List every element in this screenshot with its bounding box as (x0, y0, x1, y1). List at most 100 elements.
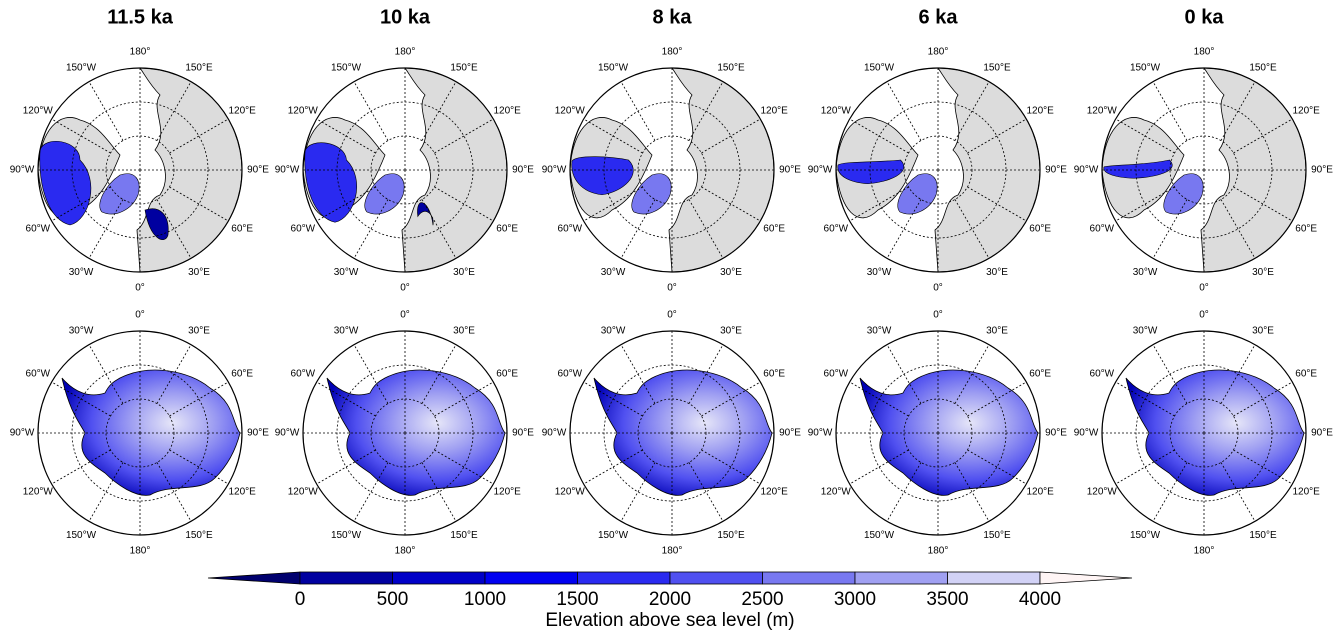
longitude-label: 120°E (1293, 487, 1321, 498)
meridian (701, 381, 761, 417)
longitude-label: 150°W (864, 530, 895, 541)
meridian (421, 81, 457, 141)
longitude-label: 60°E (496, 224, 518, 235)
longitude-label: 150°W (1130, 62, 1161, 73)
meridian (688, 462, 724, 522)
longitude-label: 60°W (26, 369, 51, 380)
longitude-label: 90°E (247, 428, 269, 439)
longitude-label: 120°E (1027, 106, 1055, 117)
map-border (1101, 67, 1307, 273)
longitude-label: 60°E (1295, 224, 1317, 235)
meridian (849, 381, 909, 417)
longitude-label: 150°E (717, 62, 745, 73)
meridian (701, 449, 761, 485)
ice-sheet (304, 142, 357, 223)
meridian (886, 199, 922, 259)
longitude-label: 30°E (720, 267, 742, 278)
longitude-label: 0° (135, 283, 145, 294)
longitude-label: 60°W (558, 224, 583, 235)
meridian (434, 186, 494, 222)
meridian (886, 462, 922, 522)
meridian (51, 186, 111, 222)
longitude-label: 90°W (1074, 428, 1099, 439)
longitude-label: 60°W (291, 369, 316, 380)
meridian (1152, 462, 1188, 522)
panel-title: 10 ka (380, 6, 431, 28)
meridian (583, 118, 643, 154)
meridian (1220, 344, 1256, 404)
longitude-label: 120°W (1087, 106, 1118, 117)
colorbar-box (299, 571, 393, 585)
colorbar-tick-label: 1000 (464, 589, 506, 610)
longitude-label: 30°W (867, 325, 892, 336)
longitude-label: 30°W (601, 325, 626, 336)
longitude-label: 120°E (229, 487, 257, 498)
longitude-label: 150°E (1249, 530, 1277, 541)
longitude-label: 150°W (598, 530, 629, 541)
meridian (51, 381, 111, 417)
meridian (583, 449, 643, 485)
meridian (1220, 199, 1256, 259)
longitude-label: 90°E (1045, 165, 1067, 176)
ice-sheet (417, 202, 434, 226)
colorbar-label: Elevation above sea level (m) (545, 610, 794, 631)
meridian (954, 199, 990, 259)
meridian (156, 81, 192, 141)
meridian (849, 449, 909, 485)
meridian (421, 344, 457, 404)
longitude-label: 0° (1199, 283, 1209, 294)
longitude-label: 90°E (1045, 428, 1067, 439)
ice-sheet (837, 159, 905, 185)
meridian (353, 344, 389, 404)
meridian (688, 81, 724, 141)
longitude-label: 30°E (1252, 325, 1274, 336)
meridian (316, 118, 376, 154)
longitude-label: 150°W (598, 62, 629, 73)
longitude-label: 60°E (1029, 224, 1051, 235)
longitude-label: 90°E (1311, 428, 1333, 439)
longitude-label: 120°E (761, 106, 789, 117)
longitude-label: 120°E (229, 106, 257, 117)
greenland (1163, 173, 1204, 215)
meridian (1233, 118, 1293, 154)
map-border (37, 330, 243, 536)
meridian (51, 118, 111, 154)
colorbar-box (947, 571, 1041, 585)
meridian (967, 118, 1027, 154)
longitude-label: 150°E (185, 530, 213, 541)
longitude-label: 30°W (601, 267, 626, 278)
greenland (364, 173, 405, 215)
meridian (701, 118, 761, 154)
longitude-label: 60°W (824, 369, 849, 380)
longitude-label: 0° (933, 283, 943, 294)
meridian (688, 199, 724, 259)
longitude-label: 60°E (231, 224, 253, 235)
north-map (569, 67, 775, 273)
longitude-label: 30°W (334, 325, 359, 336)
meridian (353, 462, 389, 522)
longitude-label: 0° (933, 310, 943, 321)
ice-sheet (39, 141, 92, 226)
longitude-label: 30°E (986, 267, 1008, 278)
longitude-label: 30°E (188, 267, 210, 278)
meridian (620, 462, 656, 522)
longitude-label: 90°W (1074, 165, 1099, 176)
longitude-label: 30°W (1133, 267, 1158, 278)
longitude-label: 120°E (1293, 106, 1321, 117)
ice-sheet (144, 208, 169, 240)
ice-sheet (571, 156, 634, 196)
north-map (37, 67, 243, 273)
meridian (434, 118, 494, 154)
meridian (156, 199, 192, 259)
meridian (434, 449, 494, 485)
longitude-label: 120°E (761, 487, 789, 498)
longitude-label: 60°W (26, 224, 51, 235)
meridian (421, 462, 457, 522)
map-border (835, 330, 1041, 536)
meridian (849, 186, 909, 222)
longitude-label: 150°W (864, 62, 895, 73)
meridian (967, 186, 1027, 222)
meridian (886, 81, 922, 141)
meridian (169, 381, 229, 417)
